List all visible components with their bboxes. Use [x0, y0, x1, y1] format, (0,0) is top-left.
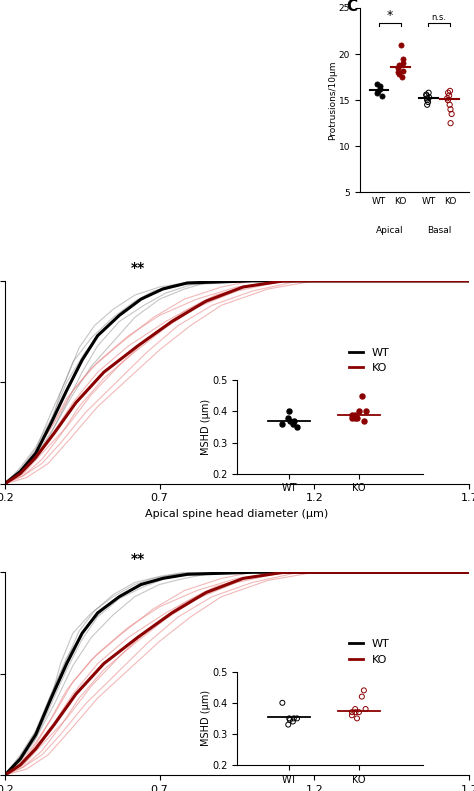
Point	[422, 89, 430, 101]
Point	[447, 103, 454, 115]
Point	[423, 98, 431, 111]
Text: n.s.: n.s.	[432, 13, 447, 21]
Text: **: **	[131, 261, 145, 274]
Legend: WT, KO: WT, KO	[345, 343, 393, 377]
Point	[377, 80, 384, 93]
Point	[376, 83, 383, 96]
Point	[374, 85, 382, 97]
Point	[394, 66, 401, 79]
Text: Basal: Basal	[427, 225, 451, 235]
Point	[444, 86, 452, 99]
Point	[400, 52, 407, 65]
Text: B'': B''	[247, 17, 266, 31]
Point	[395, 68, 402, 81]
Point	[423, 89, 430, 102]
Point	[378, 89, 385, 102]
Legend: WT, KO: WT, KO	[345, 634, 393, 669]
Point	[447, 117, 455, 130]
Point	[373, 86, 381, 99]
Text: *: *	[387, 9, 393, 21]
Text: B': B'	[128, 17, 144, 31]
Point	[425, 86, 432, 99]
Point	[399, 64, 406, 77]
Point	[424, 96, 432, 108]
Point	[394, 62, 401, 74]
Point	[443, 92, 451, 104]
Text: C: C	[346, 0, 358, 13]
Point	[444, 94, 452, 107]
X-axis label: Apical spine head diameter (μm): Apical spine head diameter (μm)	[146, 509, 328, 519]
Point	[399, 57, 407, 70]
Text: Apical: Apical	[376, 225, 403, 235]
Y-axis label: Protrusions/10μm: Protrusions/10μm	[328, 60, 337, 140]
Point	[446, 89, 453, 102]
Point	[398, 70, 406, 83]
Point	[448, 108, 456, 120]
Point	[446, 98, 454, 111]
Point	[395, 59, 402, 71]
Text: A: A	[10, 17, 21, 31]
Point	[425, 91, 433, 104]
Point	[397, 39, 405, 51]
Point	[446, 85, 454, 97]
Point	[423, 94, 431, 107]
Point	[373, 78, 381, 90]
Point	[423, 92, 431, 104]
Text: **: **	[131, 552, 145, 566]
